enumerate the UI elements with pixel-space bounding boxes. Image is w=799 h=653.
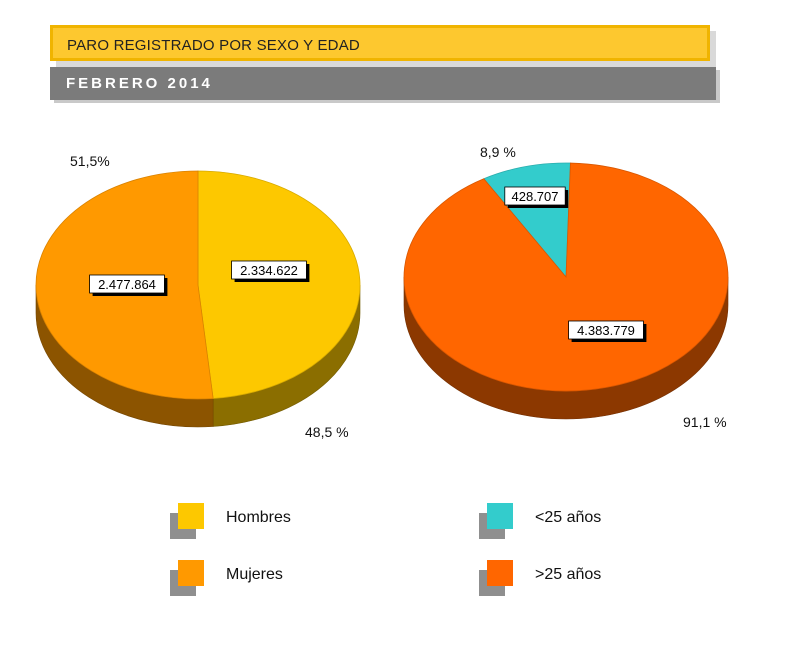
legend-swatch-under25 (487, 503, 513, 529)
subtitle-bar: FEBRERO 2014 (50, 67, 716, 100)
legend-swatch-mujeres (178, 560, 204, 586)
percent-label: 91,1 % (683, 414, 727, 430)
value-label: 4.383.779 (577, 323, 635, 338)
value-label: 428.707 (512, 189, 559, 204)
value-label: 2.477.864 (98, 277, 156, 292)
value-label-box (231, 260, 307, 280)
legend-swatch-over25 (487, 560, 513, 586)
value-label-box (89, 274, 165, 294)
legend-label-hombres: Hombres (226, 509, 291, 526)
legend-label-over25: >25 años (535, 566, 602, 583)
percent-label: 48,5 % (305, 424, 349, 440)
percent-label: 51,5% (70, 153, 110, 169)
legend-label-mujeres: Mujeres (226, 566, 283, 583)
legend-swatch-hombres (178, 503, 204, 529)
legend-label-under25: <25 años (535, 509, 602, 526)
page-title: PARO REGISTRADO POR SEXO Y EDAD (67, 37, 360, 54)
pie-slice-Hombres (197, 170, 361, 399)
value-label-box (568, 320, 644, 340)
pie-slice->25 años (403, 162, 729, 392)
value-label-box (504, 186, 566, 206)
title-bar: PARO REGISTRADO POR SEXO Y EDAD (50, 25, 710, 61)
page-subtitle: FEBRERO 2014 (66, 75, 213, 92)
value-label: 2.334.622 (240, 263, 298, 278)
percent-label: 8,9 % (480, 144, 516, 160)
